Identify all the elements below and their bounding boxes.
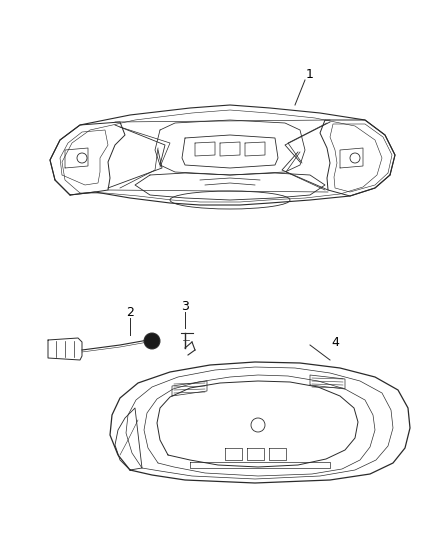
Text: 1: 1 (306, 69, 314, 82)
Text: 2: 2 (126, 305, 134, 319)
Text: 3: 3 (181, 300, 189, 312)
Text: 4: 4 (331, 335, 339, 349)
Circle shape (144, 333, 160, 349)
